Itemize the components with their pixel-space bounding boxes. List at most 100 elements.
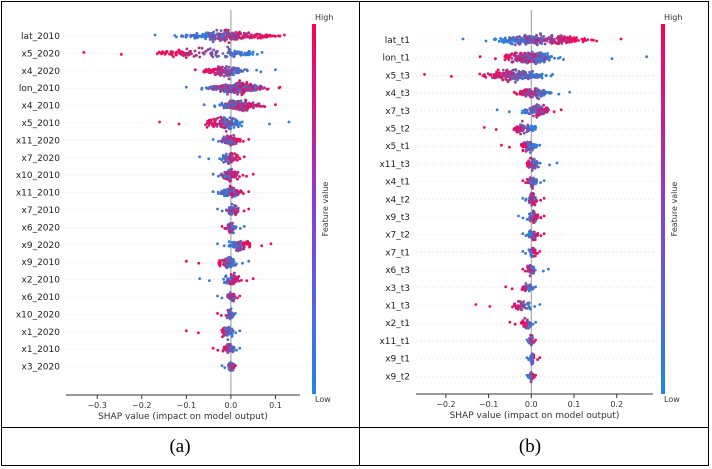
shap-point (524, 326, 528, 330)
shap-point (526, 93, 530, 96)
shap-outlier (478, 55, 482, 59)
shap-point (229, 307, 233, 310)
feature-points-x6-2020 (220, 221, 246, 235)
shap-point (179, 50, 183, 54)
shap-point (230, 32, 234, 36)
shap-point (218, 103, 222, 107)
shap-point (526, 284, 530, 288)
shap-point (228, 175, 231, 178)
shap-outlier (539, 198, 542, 202)
shap-point (219, 115, 223, 119)
shap-point (228, 116, 232, 119)
shap-point (255, 87, 259, 90)
shap-outlier (184, 259, 188, 263)
shap-point (187, 53, 191, 57)
shap-point (227, 48, 231, 52)
shap-point (543, 57, 546, 61)
shap-point (532, 238, 535, 242)
shap-outlier (526, 375, 530, 379)
shap-point (236, 241, 240, 245)
feature-points-x1-2010 (211, 342, 242, 355)
shap-point (519, 123, 522, 127)
shap-point (221, 117, 225, 120)
shap-point (530, 235, 534, 239)
shap-point (255, 52, 259, 56)
shap-point (522, 324, 525, 328)
shap-point (549, 38, 552, 42)
shap-point (221, 33, 225, 36)
shap-point (224, 159, 228, 163)
shap-point (220, 125, 223, 129)
shap-outlier (184, 329, 188, 333)
shap-outlier (539, 234, 543, 238)
shap-point (234, 213, 238, 217)
shap-point (237, 275, 241, 278)
shap-point (566, 36, 570, 40)
shap-point (530, 169, 534, 172)
shap-outlier (247, 259, 251, 263)
shap-point (240, 279, 243, 282)
shap-point (230, 241, 234, 244)
shap-point (583, 37, 586, 40)
feature-points-x9-t1 (525, 352, 542, 366)
shap-point (518, 306, 521, 309)
shap-point (538, 161, 542, 165)
shap-point (498, 74, 501, 77)
shap-point (214, 53, 218, 57)
shap-point (233, 194, 237, 198)
shap-point (486, 72, 490, 75)
shap-point (184, 53, 188, 57)
shap-outlier (534, 338, 537, 342)
shap-point (209, 118, 213, 122)
colorbar (661, 24, 665, 394)
shap-outlier (559, 108, 563, 112)
feature-points-x7-t2 (521, 229, 546, 242)
shap-outlier (539, 181, 542, 185)
shap-point (231, 157, 235, 160)
shap-outlier (524, 252, 527, 255)
shap-point (254, 84, 258, 88)
x-tick-label: −0.2 (132, 401, 151, 410)
shap-point (513, 77, 517, 81)
shap-point (221, 71, 225, 74)
feature-label: x5_t3 (385, 71, 410, 81)
shap-point (525, 111, 529, 115)
shap-point (532, 143, 535, 147)
shap-point (232, 122, 236, 126)
shap-point (222, 74, 226, 78)
shap-point (229, 368, 233, 371)
shap-point (270, 34, 274, 38)
shap-outlier (193, 68, 197, 72)
shap-point (537, 104, 541, 108)
feature-label: lat_t1 (385, 36, 410, 46)
shap-point (249, 82, 253, 86)
shap-point (185, 33, 189, 37)
shap-point (525, 217, 529, 221)
shap-point (182, 54, 185, 58)
shap-point (520, 322, 524, 325)
shap-point (239, 103, 243, 106)
shap-point (256, 36, 260, 40)
shap-point (210, 85, 214, 88)
shap-point (516, 78, 519, 82)
shap-point (532, 114, 535, 118)
shap-point (274, 34, 277, 38)
shap-point (514, 51, 517, 55)
shap-outlier (542, 179, 546, 183)
shap-point (231, 298, 235, 302)
shap-point (234, 249, 238, 252)
shap-outlier (512, 90, 516, 94)
shap-point (531, 56, 535, 59)
shap-point (516, 304, 519, 307)
shap-point (529, 359, 533, 363)
shap-point (228, 184, 232, 188)
shap-outlier (177, 122, 181, 126)
shap-point (218, 85, 222, 88)
shap-point (527, 287, 530, 290)
shap-point (230, 275, 234, 279)
shap-outlier (568, 90, 572, 94)
feature-points-lat-t1 (461, 32, 623, 47)
shap-point (215, 51, 218, 54)
shap-point (520, 111, 524, 115)
shap-point (231, 329, 235, 333)
